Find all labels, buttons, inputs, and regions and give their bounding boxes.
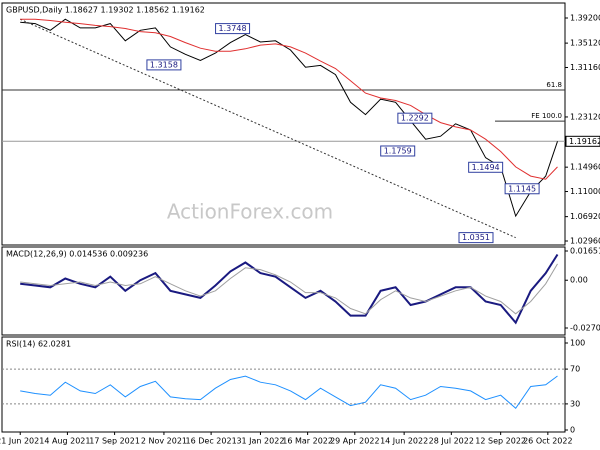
fib-label: FE 100.0 [531,112,562,120]
panel-title: RSI(14) 62.0281 [6,340,71,349]
series-line [20,263,558,315]
y-tick-label: 30 [570,399,580,408]
last-price-box [565,135,600,147]
x-tick-label: 28 Jul 2022 [429,437,474,446]
annotation-label: 1.1494 [472,163,500,172]
y-tick-label: 1.02960 [570,237,600,246]
last-price-label: 1.19162 [569,137,600,146]
annotation-box [468,161,504,173]
x-tick-label: 31 Jan 2022 [236,437,284,446]
panel-title: MACD(12,26,9) 0.014536 0.009236 [6,250,148,259]
annotation-label: 1.3748 [219,24,247,33]
y-tick-label: 0.00 [570,276,588,285]
series-line [20,375,558,410]
annotation-box [504,183,540,195]
annotation-box [380,145,416,157]
annotation-label: 1.0351 [462,233,490,242]
x-tick-label: 16 Mar 2022 [282,437,333,446]
annotation-box [146,59,182,71]
y-tick-label: 0 [570,425,575,434]
x-tick-label: 17 Sep 2021 [89,437,140,446]
annotation-box [397,112,433,124]
panel-frame [1,2,566,246]
fib-label: 61.8 [546,81,562,89]
x-tick-label: 29 Apr 2022 [330,437,379,446]
annotation-label: 1.1145 [508,184,536,193]
annotation-box [215,23,251,35]
y-tick-label: -0.027006 [570,324,600,333]
annotation-box [458,232,494,244]
annotation-label: 1.3158 [150,60,178,69]
y-tick-label: 1.39200 [570,14,600,23]
annotation-label: 1.2292 [401,114,429,123]
y-tick-label: 1.31160 [570,63,600,72]
x-tick-label: 2 Nov 2021 [141,437,187,446]
y-tick-label: 70 [570,365,580,374]
y-tick-label: 100 [570,339,585,348]
panel-title: GBPUSD,Daily 1.18627 1.19302 1.18562 1.1… [6,6,205,15]
annotation-label: 1.1759 [384,146,412,155]
y-tick-label: 1.11000 [570,187,600,196]
x-tick-label: 21 Jun 2021 [0,437,44,446]
x-tick-label: 14 Jun 2022 [380,437,428,446]
y-tick-label: 1.14960 [570,163,600,172]
x-tick-label: 26 Oct 2022 [523,437,572,446]
x-tick-label: 4 Aug 2021 [44,437,90,446]
y-tick-label: 0.016514 [570,247,600,256]
series-line [20,18,558,180]
y-tick-label: 1.35120 [570,39,600,48]
panel-frame [1,246,566,336]
watermark: ActionForex.com [167,200,333,224]
panel-frame [1,336,566,433]
y-tick-label: 1.06920 [570,212,600,221]
x-tick-label: 12 Sep 2022 [475,437,526,446]
y-tick-label: 1.23120 [570,112,600,121]
x-tick-label: 16 Dec 2021 [186,437,237,446]
